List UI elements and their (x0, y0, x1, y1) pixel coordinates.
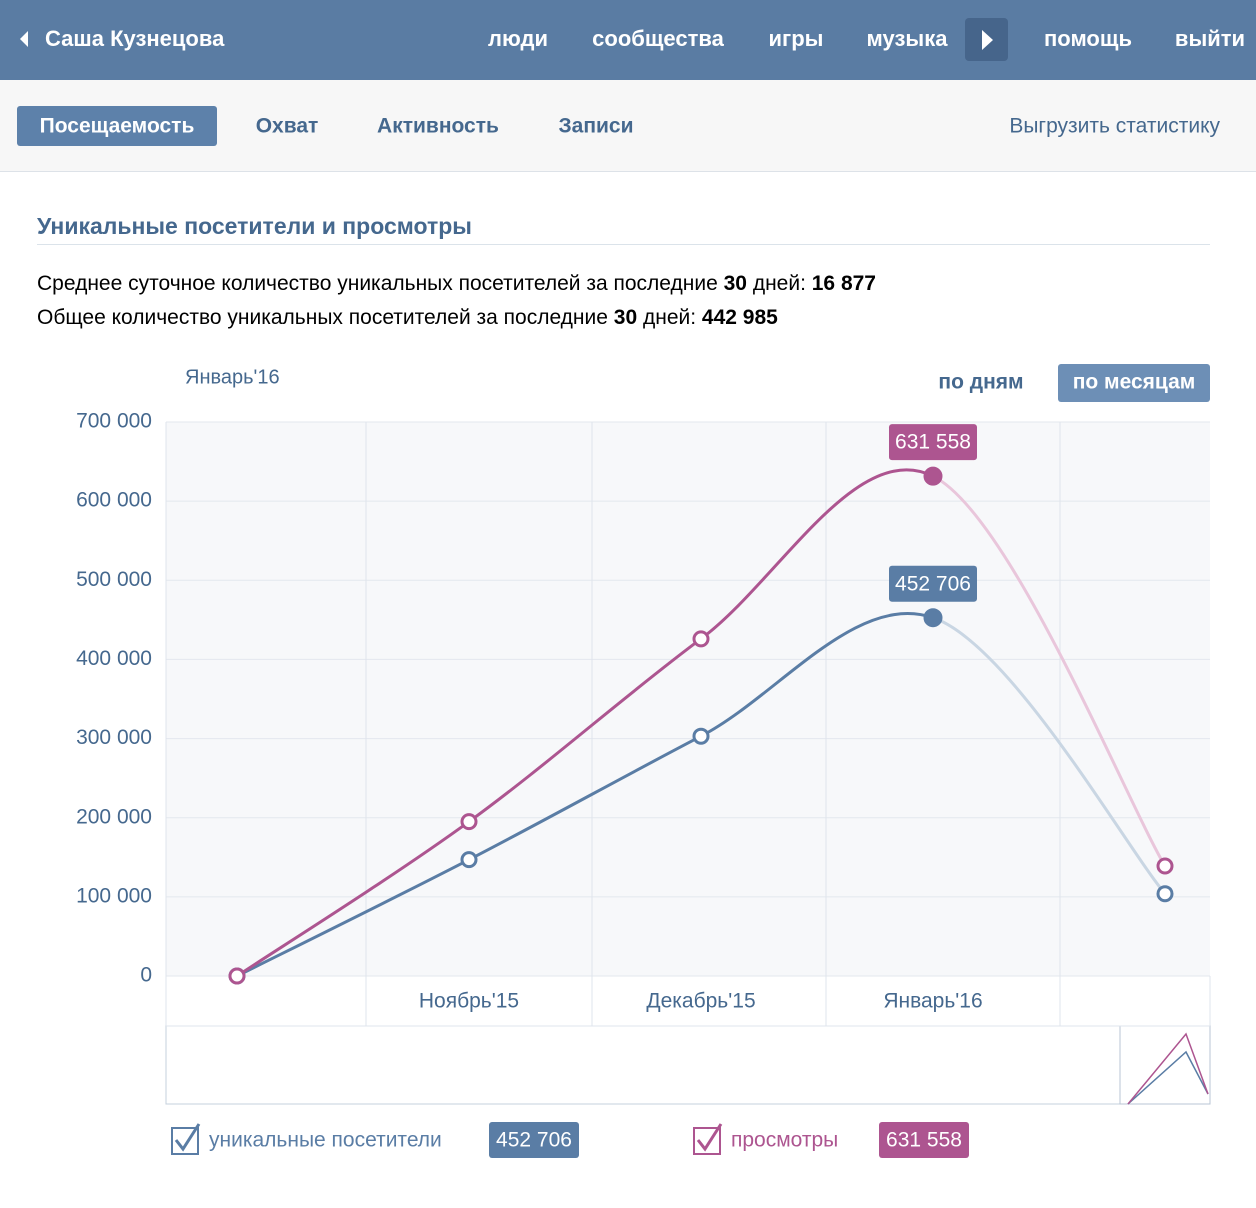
data-point (923, 608, 943, 628)
y-tick-label: 700 000 (76, 410, 152, 433)
summary-text: дней: (637, 306, 702, 329)
tab[interactable]: Активность (377, 115, 499, 138)
nav-link[interactable]: игры (769, 26, 824, 51)
nav-link[interactable]: помощь (1044, 26, 1132, 51)
section-title: Уникальные посетители и просмотры (37, 213, 472, 239)
nav-link[interactable]: люди (488, 26, 548, 51)
legend-check (696, 1123, 723, 1152)
more-icon (982, 30, 993, 50)
period-button-bg[interactable] (1058, 364, 1210, 402)
data-point (923, 466, 943, 486)
y-tick-label: 0 (140, 964, 152, 987)
x-tick-label: Январь'16 (883, 990, 982, 1013)
period-button[interactable]: по дням (938, 371, 1023, 394)
data-point (692, 630, 710, 648)
legend-value-bg (489, 1122, 579, 1158)
data-point (460, 813, 478, 831)
y-tick-label: 600 000 (76, 489, 152, 512)
summary-number: 442 985 (702, 306, 778, 329)
legend-value: 631 558 (886, 1129, 962, 1152)
data-point (1156, 885, 1174, 903)
legend-value: 452 706 (496, 1129, 572, 1152)
data-point (228, 967, 246, 985)
y-tick-label: 300 000 (76, 726, 152, 749)
period-button[interactable]: по месяцам (1073, 371, 1196, 394)
user-name[interactable]: Саша Кузнецова (45, 26, 225, 51)
nav-link[interactable]: музыка (867, 26, 949, 51)
legend-label: просмотры (731, 1129, 838, 1152)
tab[interactable]: Записи (558, 115, 633, 138)
summary-line: Среднее суточное количество уникальных п… (37, 272, 876, 295)
value-label: 452 706 (895, 572, 971, 595)
summary-text: Общее количество уникальных посетителей … (37, 306, 614, 329)
navigator[interactable] (165, 1025, 1211, 1105)
y-tick-label: 200 000 (76, 805, 152, 828)
legend-label: уникальные посетители (209, 1129, 442, 1152)
active-tab-bg[interactable] (17, 106, 217, 146)
x-tick-label: Декабрь'15 (646, 990, 755, 1013)
value-label: 631 558 (895, 431, 971, 454)
tab[interactable]: Охват (256, 115, 319, 138)
legend-check (174, 1123, 201, 1152)
top-bar (0, 0, 1256, 80)
data-point (460, 851, 478, 869)
plot-area (166, 422, 1210, 976)
summary-text: Среднее суточное количество уникальных п… (37, 272, 724, 295)
navigator-window[interactable] (1119, 1025, 1211, 1105)
value-label-bg (889, 424, 977, 461)
navigator-line (1127, 1050, 1209, 1105)
series-line (236, 468, 1167, 978)
legend-value-bg (879, 1122, 969, 1158)
summary-number: 30 (614, 306, 637, 329)
nav-link[interactable]: выйти (1175, 26, 1245, 51)
back-arrow[interactable] (20, 31, 28, 47)
summary-line: Общее количество уникальных посетителей … (37, 306, 778, 329)
y-tick-label: 500 000 (76, 568, 152, 591)
value-label-bg (889, 565, 977, 602)
tab[interactable]: Посещаемость (40, 115, 195, 138)
data-point (692, 727, 710, 745)
x-tick-label: Ноябрь'15 (419, 990, 519, 1013)
navigator-line (1127, 1032, 1209, 1105)
y-tick-label: 400 000 (76, 647, 152, 670)
period-label: Январь'16 (185, 366, 280, 388)
summary-text: дней: (747, 272, 812, 295)
series-line (236, 612, 1167, 978)
summary-number: 30 (724, 272, 747, 295)
y-tick-label: 100 000 (76, 884, 152, 907)
export-link[interactable]: Выгрузить статистику (1009, 115, 1220, 138)
data-point (1156, 857, 1174, 875)
nav-link[interactable]: сообщества (592, 26, 724, 51)
summary-number: 16 877 (812, 272, 876, 295)
